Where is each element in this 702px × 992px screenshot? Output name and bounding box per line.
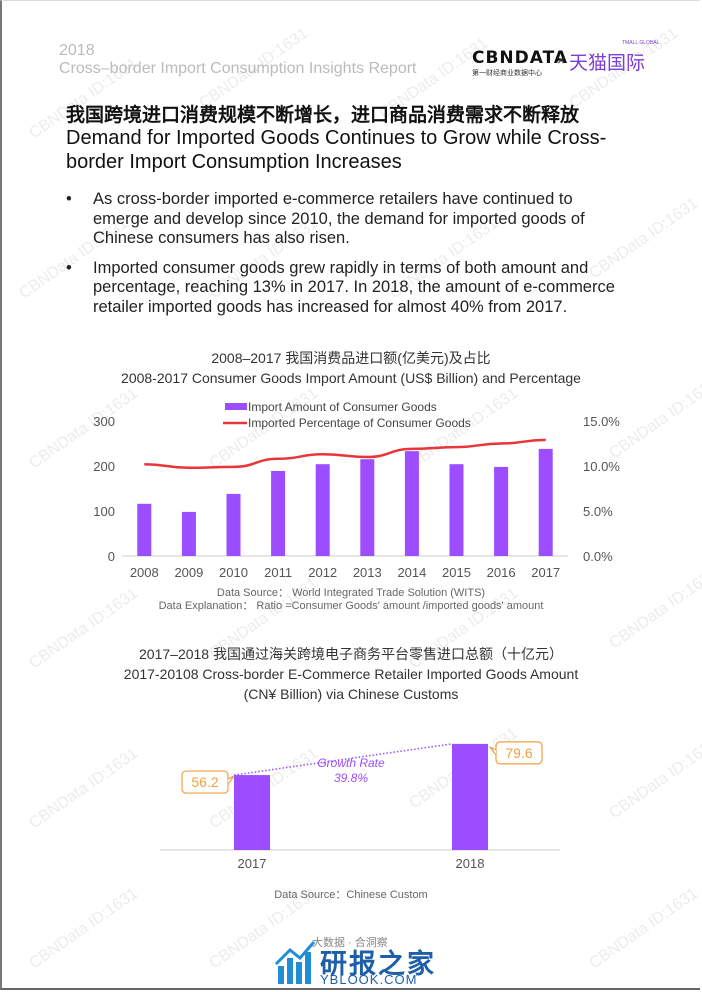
x-tick-label: 2013 — [353, 565, 382, 580]
x-tick-label: 2012 — [308, 565, 337, 580]
footer-tagline: 大数据 · 合洞察 — [312, 937, 388, 949]
y-right-tick-label: 15.0% — [583, 414, 620, 429]
data-label: 79.6 — [505, 745, 532, 761]
bar-2015 — [449, 464, 464, 556]
x-tick-label: 2014 — [397, 565, 426, 580]
bullet-text: Imported consumer goods grew rapidly in … — [93, 258, 615, 316]
legend-bar-swatch — [225, 403, 247, 410]
bar-2018 — [452, 743, 488, 850]
cbndata-logo: CBNDATA — [472, 48, 569, 68]
bullet-item: • Imported consumer goods grew rapidly i… — [66, 259, 626, 318]
y-right-tick-label: 5.0% — [583, 504, 613, 519]
x-tick-label: 2008 — [130, 565, 159, 580]
chart2-title-en-line1: 2017-20108 Cross-border E-Commerce Retai… — [123, 666, 579, 682]
callout-2017: 56.2 — [181, 770, 235, 794]
bar-2017 — [234, 775, 270, 850]
x-tick-label: 2011 — [264, 565, 292, 580]
bar-2013 — [360, 459, 375, 556]
growth-rate-label: Growth Rate — [317, 756, 385, 770]
logo-separator: × — [557, 52, 566, 68]
chart1-legend: Import Amount of Consumer Goods Imported… — [223, 400, 471, 430]
chart1-data-explanation: Data Explanation： Ratio =Consumer Goods'… — [158, 600, 544, 612]
bar-2016 — [494, 466, 509, 556]
y-left-tick-label: 200 — [93, 459, 115, 474]
chart2-title-en-line2: (CN¥ Billion) via Chinese Customs — [243, 686, 459, 702]
x-tick-label: 2010 — [219, 565, 248, 580]
chart-growth-icon — [274, 941, 316, 984]
page-title-cn: 我国跨境进口消费规模不断增长，进口商品消费需求不断释放 — [66, 105, 580, 126]
x-tick-label: 2017 — [531, 565, 560, 580]
y-right-tick-label: 0.0% — [583, 549, 613, 564]
x-tick-label: 2015 — [442, 565, 471, 580]
bullet-marker: • — [66, 258, 72, 277]
bar-2009 — [181, 511, 196, 556]
tmall-global-logo-subtitle: TMALL GLOBAL — [622, 40, 660, 46]
chart1-bars — [137, 448, 553, 556]
chart2-title-cn: 2017–2018 我国通过海关跨境电子商务平台零售进口总额（十亿元） — [139, 646, 563, 662]
x-tick-label: 2016 — [487, 565, 516, 580]
x-tick-label: 2009 — [174, 565, 203, 580]
y-left-tick-label: 100 — [93, 504, 115, 519]
chart1-title-en: 2008-2017 Consumer Goods Import Amount (… — [121, 370, 581, 386]
cbndata-logo-subtitle: 第一财经商业数据中心 — [472, 70, 542, 77]
bar-2012 — [315, 464, 330, 556]
bar-2011 — [271, 470, 286, 556]
legend-bar-label: Import Amount of Consumer Goods — [248, 400, 437, 414]
y-right-tick-label: 10.0% — [583, 459, 620, 474]
chart2-data-source: Data Source：Chinese Custom — [274, 889, 428, 901]
chart1-data-source: Data Source： World Integrated Trade Solu… — [216, 587, 486, 599]
x-tick-label: 2018 — [456, 856, 485, 871]
chart1-line — [144, 438, 546, 470]
legend-line-label: Imported Percentage of Consumer Goods — [248, 416, 471, 430]
report-year: 2018 — [59, 42, 95, 59]
chart1-axes: 0 100 200 300 0.0% 5.0% 10.0% 15.0% 2008 2009 2010… — [93, 414, 620, 580]
bullet-item: • As cross-border imported e-commerce re… — [66, 190, 626, 249]
bar-2010 — [226, 493, 241, 556]
bullet-text: As cross-border imported e-commerce reta… — [93, 190, 585, 247]
bar-2017 — [538, 448, 553, 556]
data-label: 56.2 — [191, 774, 218, 790]
bullet-list: • As cross-border imported e-commerce re… — [66, 190, 626, 327]
callout-tip — [227, 775, 235, 785]
report-title: Cross–border Import Consumption Insights… — [59, 60, 417, 77]
tmall-global-logo: 天猫国际 — [569, 53, 646, 74]
y-left-tick-label: 300 — [93, 414, 115, 429]
page-title-en: Demand for Imported Goods Continues to G… — [66, 127, 607, 173]
bullet-marker: • — [66, 190, 72, 208]
y-left-tick-label: 0 — [108, 549, 115, 564]
bar-2014 — [404, 451, 419, 556]
growth-rate-value: 39.8% — [334, 771, 368, 785]
x-tick-label: 2017 — [238, 856, 267, 871]
callout-2018: 79.6 — [489, 741, 543, 765]
brand-logos: CBNDATA 第一财经商业数据中心 × 天猫国际 TMALL GLOBAL — [472, 40, 659, 78]
callout-tip — [489, 746, 497, 756]
percentage-line — [144, 438, 546, 470]
bar-2008 — [137, 503, 152, 556]
chart1-title-cn: 2008–2017 我国消费品进口额(亿美元)及占比 — [211, 350, 491, 366]
footer-logo-en: YBLOOK.COM — [320, 972, 418, 987]
footer-logo-cn: 研报之家 — [320, 949, 436, 979]
